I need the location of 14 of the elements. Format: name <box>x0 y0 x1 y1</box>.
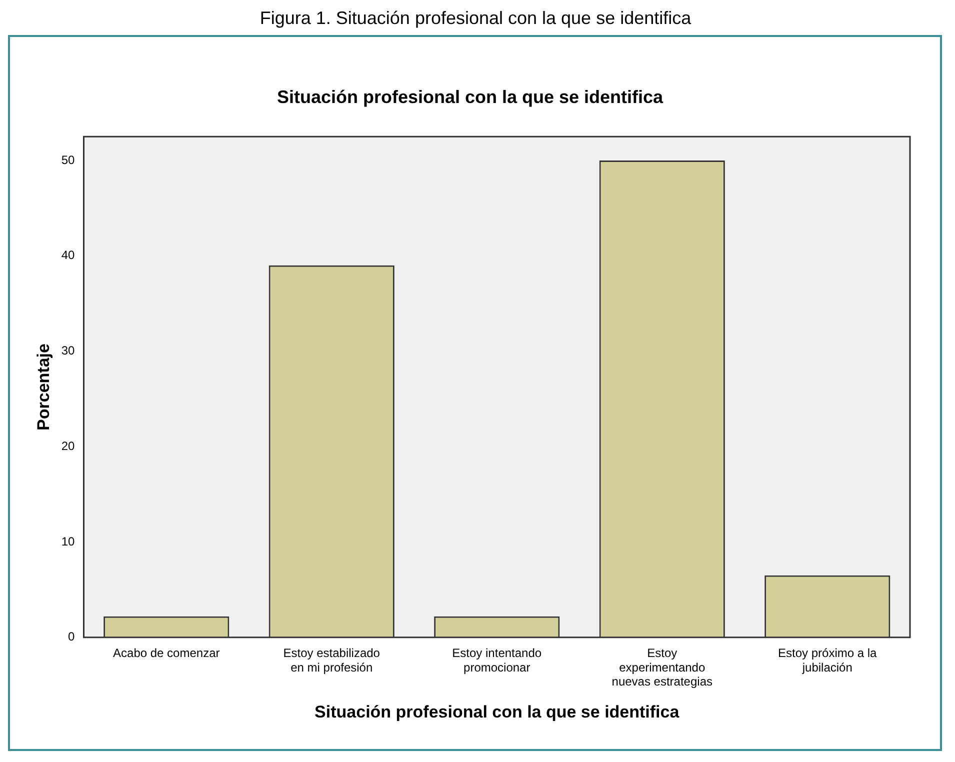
y-tick-label: 0 <box>68 630 76 644</box>
x-tick-label: Estoy próximo a la jubilación <box>778 646 878 674</box>
chart-title: Situación profesional con la que se identifica <box>276 86 664 107</box>
x-tick-label: Estoy intentando promocionar <box>452 646 542 674</box>
y-tick-label: 30 <box>61 344 76 358</box>
x-tick-label: Estoy estabilizado en mi profesión <box>283 646 380 674</box>
text: Figura 1. Situación profesional con la que se identifica <box>258 8 692 29</box>
y-tick-label: 50 <box>61 152 76 167</box>
y-tick-label: 40 <box>61 248 76 262</box>
y-tick-label: 20 <box>61 438 76 453</box>
x-tick-label: Estoy experimentando nuevas estrategias <box>612 646 712 689</box>
x-tick-label: Acabo de comenzar <box>113 646 220 660</box>
y-tick-label: 10 <box>61 534 76 548</box>
y-axis-title: Porcentaje <box>34 344 53 430</box>
